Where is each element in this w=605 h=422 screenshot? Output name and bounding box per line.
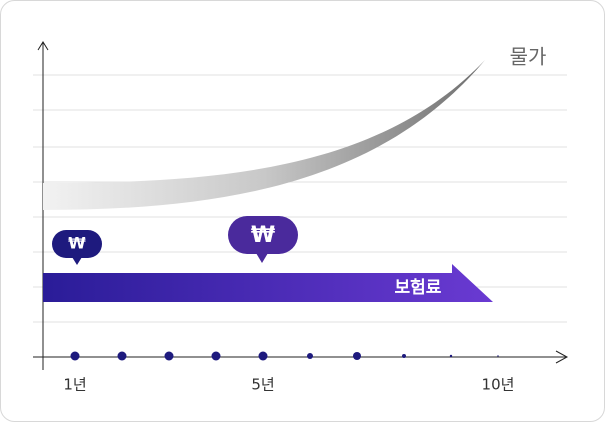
- premium-arrow: [43, 264, 493, 302]
- price-curve: [43, 60, 485, 210]
- x-label: 5년: [251, 376, 274, 394]
- won-symbol: ₩: [68, 234, 86, 253]
- won-symbol: ₩: [251, 223, 275, 248]
- bubble-large: ₩: [228, 216, 298, 263]
- year-dots: [70, 351, 499, 361]
- price-label: 물가: [510, 45, 547, 69]
- x-label: 10년: [482, 376, 515, 394]
- bubble-small: ₩: [52, 230, 102, 265]
- premium-label: 보험료: [395, 277, 442, 298]
- x-label: 1년: [63, 376, 86, 394]
